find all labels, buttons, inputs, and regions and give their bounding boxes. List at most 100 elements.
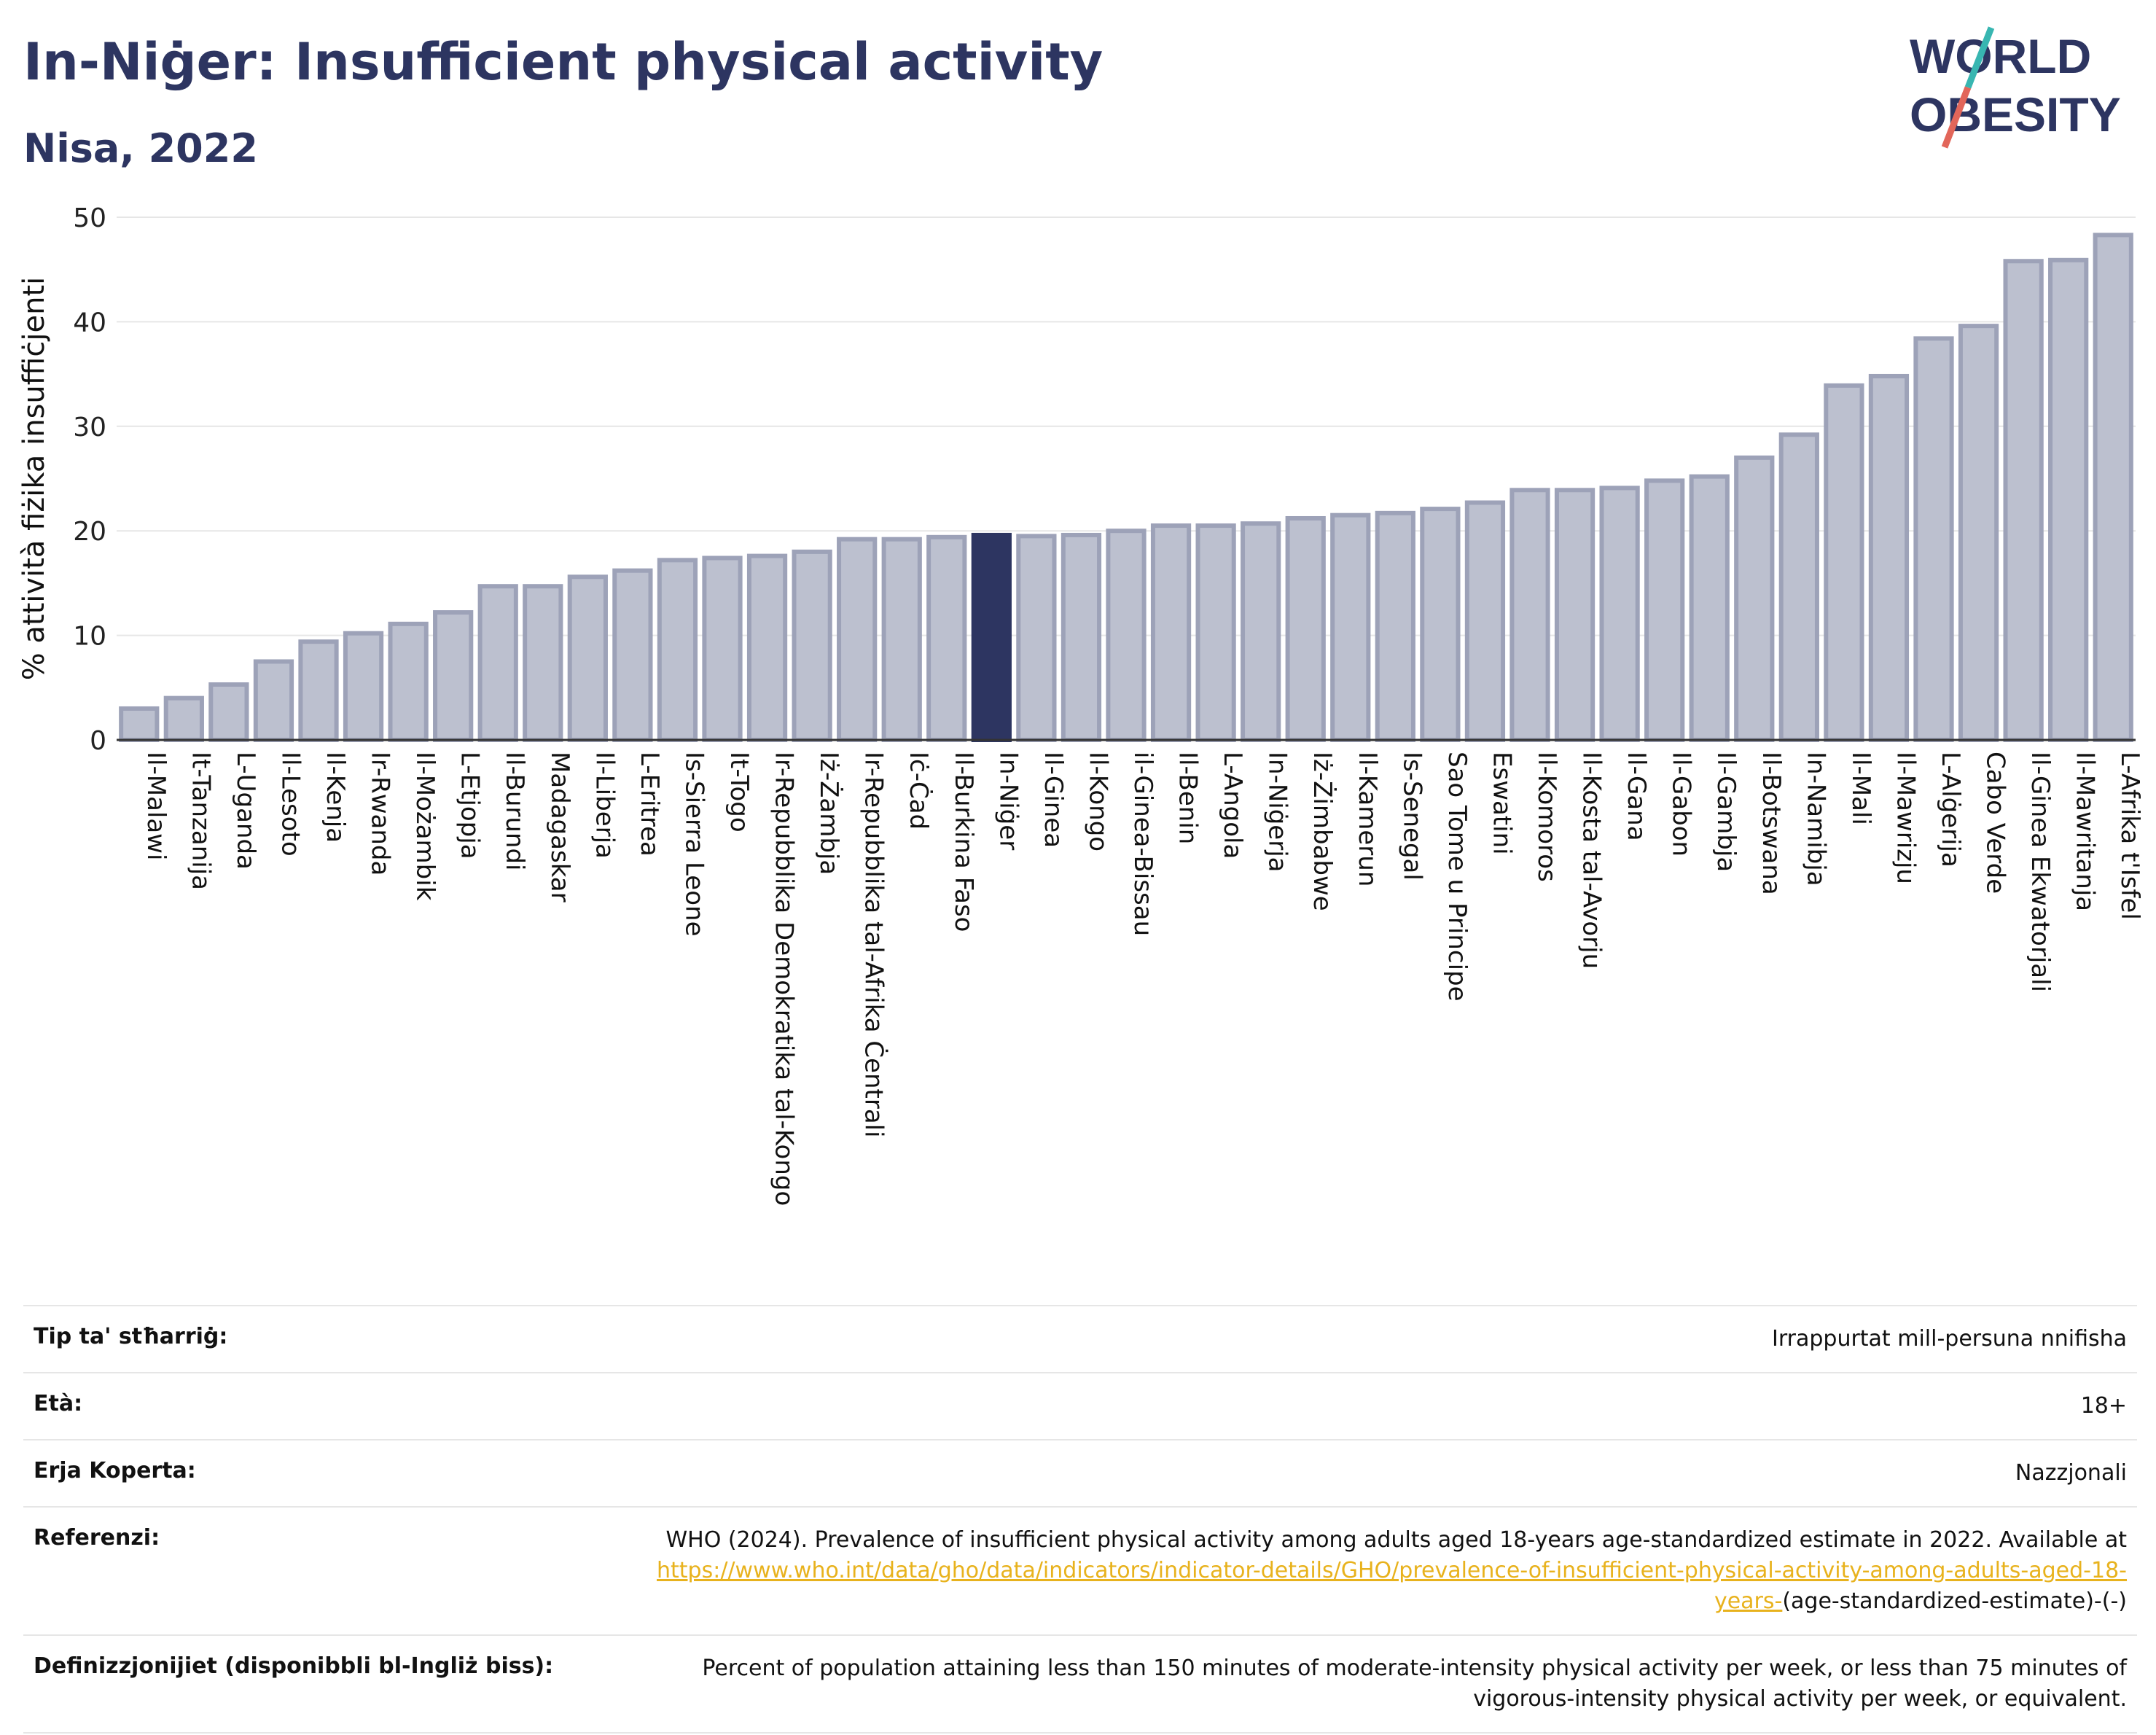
- metadata-table: Tip ta' stħarriġ: Irrappurtat mill-persu…: [23, 1305, 2137, 1734]
- bar: [1824, 383, 1864, 743]
- bar: [926, 534, 967, 743]
- x-tick-label: Iż-Żimbabwe: [1308, 752, 1337, 911]
- bar: [1958, 324, 1999, 742]
- x-tick-label: It-Tanzanija: [186, 752, 215, 890]
- y-tick-label: 30: [73, 413, 106, 442]
- x-tick-label: Ir-Repubblika tal-Afrika Ċentrali: [859, 752, 889, 1138]
- x-tick-label: L-Angola: [1218, 752, 1247, 859]
- reference-text: WHO (2024). Prevalence of insufficient p…: [665, 1527, 2127, 1553]
- logo-line1: WORLD: [1910, 29, 2091, 83]
- meta-row-area: Erja Koperta: Nazzjonali: [23, 1439, 2137, 1508]
- bar: [2093, 233, 2133, 742]
- y-tick-label: 50: [73, 203, 106, 233]
- x-tick-label: Il-Gana: [1622, 752, 1651, 841]
- x-tick-label: Is-Sierra Leone: [679, 752, 708, 937]
- x-tick-label: Il-Komoros: [1532, 752, 1561, 882]
- x-tick-label: Il-Gambja: [1711, 752, 1741, 872]
- bar: [163, 695, 204, 743]
- x-tick-label: Il-Liberja: [590, 752, 619, 859]
- x-tick-label: Madagaskar: [545, 752, 574, 902]
- bar: [1464, 500, 1506, 742]
- bar: [567, 574, 608, 743]
- x-tick-label: Il-Kamerun: [1353, 752, 1382, 886]
- x-tick-label: L-Eritrea: [635, 752, 664, 857]
- x-tick-label: In-Niġerja: [1263, 752, 1292, 872]
- meta-row-age: Età: 18+: [23, 1372, 2137, 1440]
- x-tick-label: Il-Botswana: [1757, 752, 1786, 895]
- bar: [837, 537, 878, 742]
- x-tick-label: Il-Kenja: [321, 752, 350, 843]
- bar: [1689, 474, 1730, 743]
- x-tick-label: Il-Lesoto: [276, 752, 305, 857]
- x-tick-label: il-Ginea-Bissau: [1128, 752, 1157, 936]
- references-key: Referenzi:: [23, 1506, 612, 1636]
- x-tick-label: Cabo Verde: [1981, 752, 2010, 894]
- bar: [1375, 510, 1415, 743]
- x-tick-label: Il-Benin: [1173, 752, 1203, 844]
- x-tick-label: Sao Tome u Principe: [1442, 752, 1472, 1002]
- reference-tail: (age-standardized-estimate)-(-): [1782, 1588, 2127, 1614]
- x-tick-label: Iż-Żambja: [814, 752, 843, 875]
- x-tick-label: L-Afrika t'Isfel: [2115, 752, 2144, 920]
- bar: [1195, 523, 1236, 743]
- bar: [1061, 532, 1102, 742]
- bar: [433, 610, 474, 742]
- bar: [657, 558, 698, 742]
- bar: [477, 584, 518, 743]
- y-axis-ticks: 0 10 20 30 40 50: [73, 203, 106, 756]
- x-tick-label: Il-Kosta tal-Avorju: [1577, 752, 1606, 969]
- x-tick-label: Is-Senegal: [1397, 752, 1426, 881]
- y-tick-label: 40: [73, 308, 106, 338]
- y-tick-label: 20: [73, 517, 106, 547]
- bar-chart: 0 10 20 30 40 50 Il-Malawi It-Tanzanija L-Ugand…: [17, 203, 2144, 1206]
- meta-value: Nazzjonali: [612, 1439, 2137, 1508]
- bar: [1554, 488, 1595, 742]
- bar: [343, 631, 384, 742]
- meta-row-references: Referenzi: WHO (2024). Prevalence of ins…: [23, 1506, 2137, 1636]
- x-tick-label: Il-Ginea: [1039, 752, 1068, 848]
- world-obesity-logo: WORLD OBESITY: [1910, 26, 2121, 149]
- meta-row-survey: Tip ta' stħarriġ: Irrappurtat mill-persu…: [23, 1305, 2137, 1373]
- x-tick-label: L-Uganda: [231, 752, 260, 870]
- y-axis-label: % attività fiżika insuffiċjenti: [17, 277, 51, 681]
- x-tick-label: Ir-Rwanda: [366, 752, 395, 876]
- x-tick-label: In-Niġer: [993, 752, 1023, 850]
- bar: [1106, 529, 1147, 742]
- x-tick-label: Il-Burundi: [500, 752, 529, 871]
- x-tick-label: Il-Malawi: [141, 752, 171, 860]
- reference-link[interactable]: https://www.who.int/data/gho/data/indica…: [657, 1558, 2127, 1614]
- meta-row-definitions: Definizzjonijiet (disponibbli bl-Ingliż …: [23, 1634, 2137, 1734]
- x-tick-label: Iċ-Ċad: [904, 752, 934, 830]
- bar-highlighted: [971, 532, 1012, 742]
- meta-key: Età:: [23, 1372, 612, 1440]
- x-tick-label: In-Namibja: [1801, 752, 1830, 886]
- meta-value: Irrappurtat mill-persuna nnifisha: [612, 1305, 2137, 1373]
- x-tick-label: It-Togo: [724, 752, 754, 833]
- meta-value: 18+: [612, 1372, 2137, 1440]
- bar: [612, 568, 653, 743]
- meta-key: Erja Koperta:: [23, 1439, 612, 1508]
- x-tick-label: Il-Ginea Ekwatorjali: [2026, 752, 2055, 992]
- bar: [1509, 488, 1550, 742]
- logo-slash-teal: [1964, 26, 1995, 89]
- bars: [119, 233, 2133, 743]
- chart-subtitle: Nisa, 2022: [23, 125, 258, 171]
- logo-line2: OBESITY: [1910, 87, 2121, 141]
- x-tick-label: Il-Burkina Faso: [949, 752, 978, 932]
- x-tick-label: Il-Gabon: [1667, 752, 1696, 857]
- bar: [1016, 534, 1057, 742]
- x-tick-label: L-Etjopja: [456, 752, 485, 859]
- bar: [702, 555, 743, 743]
- bar: [253, 659, 294, 743]
- x-tick-label: Eswatini: [1487, 752, 1516, 855]
- definitions-value: Percent of population attaining less tha…: [612, 1634, 2137, 1734]
- bar: [1644, 478, 1685, 742]
- bar: [298, 639, 339, 742]
- bar: [208, 682, 249, 742]
- bar: [746, 553, 788, 743]
- references-value: WHO (2024). Prevalence of insufficient p…: [612, 1506, 2137, 1636]
- bar: [1734, 455, 1775, 742]
- x-tick-label: L-Alġerija: [1936, 752, 1965, 868]
- y-tick-label: 10: [73, 622, 106, 652]
- x-tick-label: Ir-Repubblika Demokratika tal-Kongo: [770, 752, 799, 1206]
